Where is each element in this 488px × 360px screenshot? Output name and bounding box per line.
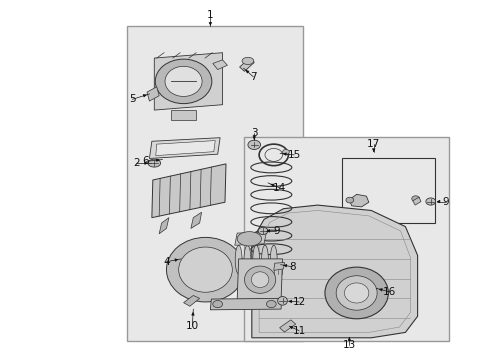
Ellipse shape (164, 66, 202, 96)
Polygon shape (183, 296, 199, 306)
Polygon shape (273, 262, 284, 270)
Ellipse shape (212, 301, 222, 308)
Ellipse shape (244, 245, 250, 274)
Polygon shape (149, 138, 220, 158)
Polygon shape (234, 232, 266, 245)
Ellipse shape (270, 245, 277, 274)
Polygon shape (190, 212, 201, 228)
Ellipse shape (335, 276, 376, 310)
Ellipse shape (251, 272, 268, 288)
Ellipse shape (344, 283, 368, 303)
Polygon shape (212, 60, 227, 69)
Ellipse shape (166, 237, 244, 302)
Ellipse shape (148, 159, 160, 167)
Polygon shape (171, 110, 195, 120)
Text: 2: 2 (133, 158, 139, 168)
Ellipse shape (411, 196, 419, 202)
Ellipse shape (244, 266, 275, 293)
Text: 3: 3 (250, 129, 257, 138)
Text: 12: 12 (292, 297, 305, 307)
Polygon shape (412, 197, 420, 205)
Text: 6: 6 (142, 156, 149, 166)
Ellipse shape (282, 149, 289, 154)
Text: 14: 14 (272, 183, 285, 193)
Text: 9: 9 (272, 226, 279, 236)
Polygon shape (210, 298, 281, 310)
Ellipse shape (258, 227, 267, 234)
Text: 7: 7 (249, 72, 256, 82)
Ellipse shape (252, 245, 259, 274)
Bar (127, 26, 303, 341)
Text: 5: 5 (129, 94, 135, 104)
Polygon shape (156, 140, 215, 156)
Text: 1: 1 (206, 10, 213, 20)
Text: 10: 10 (185, 321, 199, 331)
Text: 9: 9 (442, 197, 448, 207)
Text: 11: 11 (292, 325, 305, 336)
Ellipse shape (155, 59, 211, 104)
Ellipse shape (235, 245, 242, 274)
Polygon shape (159, 218, 168, 234)
Ellipse shape (237, 231, 261, 246)
Polygon shape (147, 87, 159, 101)
Ellipse shape (277, 297, 287, 305)
Ellipse shape (247, 140, 260, 149)
Polygon shape (348, 194, 368, 207)
Ellipse shape (345, 197, 353, 203)
Text: 17: 17 (366, 139, 380, 149)
Text: 13: 13 (342, 340, 355, 350)
Polygon shape (279, 320, 295, 332)
Text: 4: 4 (163, 257, 169, 267)
Text: 8: 8 (288, 262, 295, 272)
Ellipse shape (261, 245, 268, 274)
Ellipse shape (325, 267, 387, 319)
Text: 16: 16 (383, 287, 396, 297)
Polygon shape (239, 58, 254, 71)
Text: 15: 15 (287, 150, 300, 160)
Polygon shape (152, 164, 225, 218)
Ellipse shape (242, 57, 253, 64)
Ellipse shape (266, 301, 276, 308)
Bar (341, 158, 434, 223)
Polygon shape (251, 205, 417, 338)
Bar (244, 137, 448, 341)
Polygon shape (237, 259, 282, 300)
Polygon shape (154, 53, 222, 110)
Ellipse shape (425, 198, 435, 205)
Ellipse shape (178, 247, 232, 292)
